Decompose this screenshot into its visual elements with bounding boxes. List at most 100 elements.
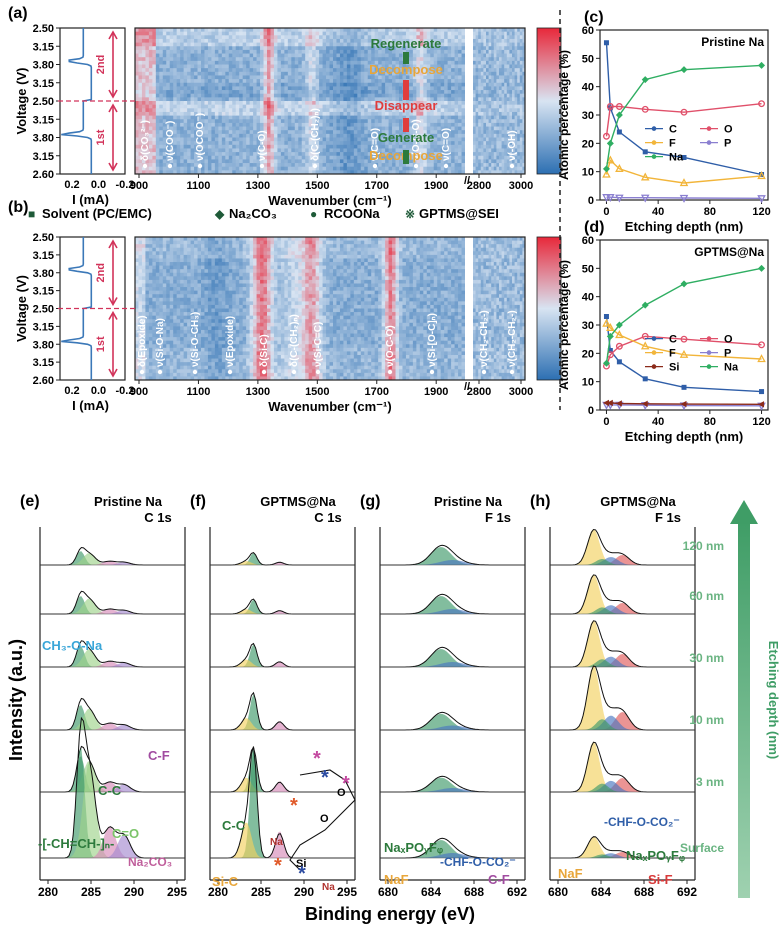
heat-cell <box>225 141 230 146</box>
heat-cell <box>433 148 438 153</box>
heat-cell <box>291 53 296 58</box>
heat-cell <box>162 272 167 277</box>
heat-cell <box>270 90 275 95</box>
heat-cell <box>301 133 306 138</box>
heat-cell <box>280 119 285 124</box>
heat-cell <box>509 155 513 160</box>
heat-cell <box>159 141 164 146</box>
heat-cell <box>381 101 386 106</box>
heat-cell <box>360 159 365 164</box>
heat-cell <box>488 90 492 95</box>
heat-cell <box>357 137 362 142</box>
heat-cell <box>491 68 495 73</box>
heat-cell <box>159 166 164 171</box>
heat-cell <box>499 122 502 127</box>
heat-cell <box>419 57 424 62</box>
heat-cell <box>301 163 306 168</box>
heat-cell <box>239 64 244 69</box>
heat-cell <box>287 163 292 168</box>
heat-cell <box>319 49 323 54</box>
heat-cell <box>169 137 174 142</box>
heat-cell <box>343 35 348 40</box>
heat-cell <box>412 159 417 164</box>
heat-cell <box>493 166 497 171</box>
heat-cell <box>166 119 171 124</box>
heat-cell <box>412 108 417 113</box>
heat-cell <box>145 315 150 320</box>
heat-cell <box>228 163 233 168</box>
heat-cell <box>201 166 205 171</box>
heat-cell <box>405 68 410 73</box>
heat-cell <box>138 372 143 377</box>
heat-cell <box>478 82 482 87</box>
heat-cell <box>194 49 198 54</box>
heat-cell <box>253 57 257 62</box>
heat-cell <box>218 75 223 80</box>
heat-cell <box>242 71 247 76</box>
heat-cell <box>277 130 282 135</box>
heat-cell <box>135 68 139 73</box>
heat-cell <box>360 64 365 69</box>
heat-cell <box>253 93 257 98</box>
heat-cell <box>480 64 484 69</box>
heat-cell <box>416 97 421 102</box>
heat-cell <box>148 75 153 80</box>
heat-cell <box>166 297 171 302</box>
heat-cell <box>315 141 320 146</box>
heat-cell <box>162 111 167 116</box>
heat-cell <box>301 71 306 76</box>
heat-cell <box>499 144 502 149</box>
heat-cell <box>517 133 521 138</box>
heat-cell <box>473 68 476 73</box>
heat-cell <box>155 347 160 352</box>
heat-cell <box>357 38 362 43</box>
heat-cell <box>522 68 526 73</box>
heat-cell <box>221 155 226 160</box>
heat-cell <box>392 64 396 69</box>
heat-cell <box>260 57 264 62</box>
heat-cell <box>162 329 167 334</box>
heat-cell <box>312 141 317 146</box>
heat-cell <box>437 148 442 153</box>
heat-cell <box>423 155 428 160</box>
heat-cell <box>187 64 191 69</box>
heat-cell <box>336 155 341 160</box>
heat-cell <box>305 49 310 54</box>
heat-cell <box>440 148 445 153</box>
heat-cell <box>214 122 219 127</box>
heat-cell <box>273 148 278 153</box>
heat-cell <box>235 137 240 142</box>
heat-cell <box>326 137 330 142</box>
heat-cell <box>357 152 362 157</box>
heat-cell <box>343 60 348 65</box>
heat-cell <box>207 31 212 36</box>
heat-cell <box>399 31 403 36</box>
heat-cell <box>480 79 484 84</box>
heat-cell <box>444 97 449 102</box>
heat-cell <box>176 159 181 164</box>
heat-cell <box>284 101 289 106</box>
heat-cell <box>517 126 521 131</box>
heat-cell <box>197 82 202 87</box>
heat-cell <box>519 35 523 40</box>
heat-cell <box>180 57 185 62</box>
heat-cell <box>483 82 487 87</box>
heat-cell <box>440 46 445 51</box>
heat-cell <box>152 262 157 266</box>
heat-cell <box>135 362 139 367</box>
heat-cell <box>329 53 334 58</box>
heat-cell <box>287 126 292 131</box>
heat-cell <box>273 166 278 171</box>
heat-cell <box>444 130 449 135</box>
heat-cell <box>141 42 146 47</box>
heat-cell <box>350 137 355 142</box>
heat-cell <box>308 141 313 146</box>
heat-cell <box>280 68 285 73</box>
heat-cell <box>280 148 285 153</box>
heat-cell <box>155 79 160 84</box>
heat-cell <box>367 130 372 135</box>
heat-cell <box>190 79 195 84</box>
heat-cell <box>488 126 492 131</box>
heat-cell <box>201 82 205 87</box>
heat-cell <box>225 75 230 80</box>
